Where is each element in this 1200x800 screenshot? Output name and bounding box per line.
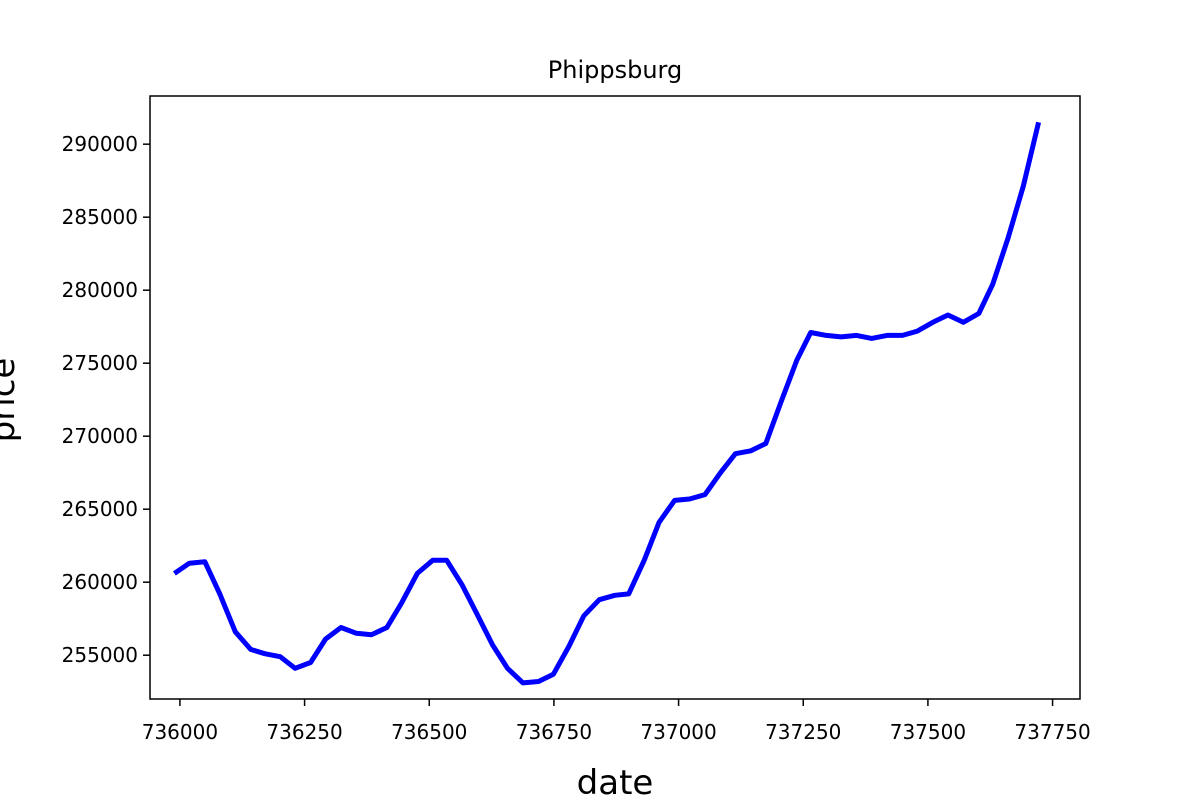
x-axis-label: date: [577, 763, 654, 800]
y-axis-label: price: [0, 358, 23, 443]
y-tick-label: 260000: [62, 570, 138, 594]
y-tick-label: 275000: [62, 351, 138, 375]
x-tick-label: 737000: [640, 720, 716, 744]
y-tick-label: 255000: [62, 643, 138, 667]
x-tick-label: 737750: [1014, 720, 1090, 744]
x-tick-label: 737250: [765, 720, 841, 744]
x-tick-label: 736250: [266, 720, 342, 744]
x-tick-label: 736500: [391, 720, 467, 744]
y-tick-label: 265000: [62, 497, 138, 521]
y-tick-label: 270000: [62, 424, 138, 448]
y-tick-label: 290000: [62, 132, 138, 156]
chart-title: Phippsburg: [548, 56, 682, 84]
plot-frame: [149, 95, 1081, 700]
x-tick-label: 736000: [142, 720, 218, 744]
plot-area: [172, 121, 1042, 686]
x-tick-label: 737500: [890, 720, 966, 744]
price-series-line: [172, 121, 1042, 686]
x-tick-label: 736750: [516, 720, 592, 744]
y-tick-label: 285000: [62, 205, 138, 229]
y-axis: 255000 260000 265000 270000 275000 280000 2850…: [62, 132, 150, 667]
x-axis: 736000 736250 736500 736750 737000 737250 7375…: [142, 699, 1091, 744]
y-tick-label: 280000: [62, 278, 138, 302]
